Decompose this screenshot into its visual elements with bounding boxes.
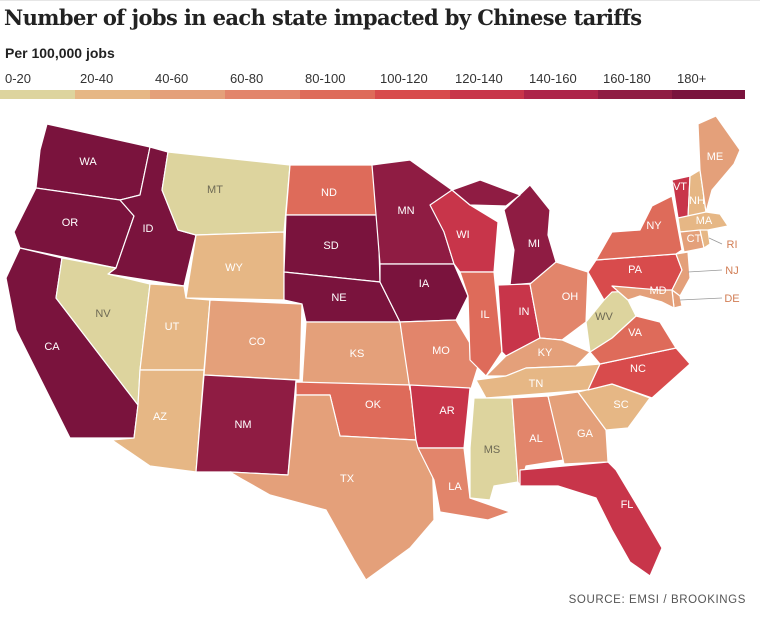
state-label-ga: GA bbox=[577, 428, 594, 440]
state-label-va: VA bbox=[628, 327, 643, 339]
legend-item: 160-180 bbox=[598, 70, 672, 104]
legend-label: 0-20 bbox=[5, 71, 32, 86]
legend-item: 140-160 bbox=[524, 70, 598, 104]
state-label-ok: OK bbox=[365, 399, 382, 411]
legend-label: 20-40 bbox=[80, 71, 114, 86]
legend-label: 100-120 bbox=[380, 71, 428, 86]
state-label-nv: NV bbox=[95, 308, 111, 320]
state-label-nd: ND bbox=[321, 187, 337, 199]
leader-line-de bbox=[679, 297, 723, 301]
state-label-il: IL bbox=[480, 309, 489, 321]
state-label-de: DE bbox=[724, 293, 739, 305]
state-label-wa: WA bbox=[79, 156, 97, 168]
state-label-mt: MT bbox=[207, 184, 223, 196]
state-RI[interactable] bbox=[699, 229, 711, 249]
state-GA[interactable] bbox=[547, 391, 609, 465]
state-label-mn: MN bbox=[397, 205, 414, 217]
state-label-wv: WV bbox=[595, 311, 613, 323]
legend-swatch bbox=[150, 90, 225, 99]
map-subtitle: Per 100,000 jobs bbox=[5, 45, 115, 61]
legend-swatch bbox=[598, 90, 672, 99]
legend-item: 20-40 bbox=[75, 70, 150, 104]
state-label-nh: NH bbox=[689, 195, 705, 207]
state-MI-upper[interactable] bbox=[451, 179, 521, 207]
legend-item: 80-100 bbox=[300, 70, 375, 104]
legend-item: 100-120 bbox=[375, 70, 450, 104]
top-rule bbox=[0, 0, 760, 1]
state-label-pa: PA bbox=[628, 264, 643, 276]
state-label-ut: UT bbox=[165, 321, 180, 333]
state-label-az: AZ bbox=[153, 411, 167, 423]
state-label-sd: SD bbox=[323, 240, 338, 252]
state-label-vt: VT bbox=[673, 181, 687, 193]
leader-line-ri bbox=[708, 237, 723, 245]
state-label-in: IN bbox=[519, 306, 530, 318]
state-FL[interactable] bbox=[519, 461, 663, 577]
state-MT[interactable] bbox=[161, 151, 291, 236]
state-label-ma: MA bbox=[696, 215, 713, 227]
state-label-or: OR bbox=[62, 217, 79, 229]
legend-label: 160-180 bbox=[603, 71, 651, 86]
legend-label: 180+ bbox=[677, 71, 707, 86]
state-label-ms: MS bbox=[484, 444, 501, 456]
state-NY[interactable] bbox=[595, 195, 683, 261]
leader-line-nj bbox=[687, 269, 723, 273]
legend-item: 180+ bbox=[672, 70, 745, 104]
state-label-mi: MI bbox=[528, 238, 540, 250]
state-label-id: ID bbox=[143, 223, 154, 235]
legend-swatch bbox=[75, 90, 150, 99]
legend: 0-20 20-40 40-60 60-80 80-100 100-120 12… bbox=[0, 70, 745, 104]
state-label-co: CO bbox=[249, 336, 266, 348]
state-label-mo: MO bbox=[432, 345, 450, 357]
state-label-wy: WY bbox=[225, 262, 243, 274]
state-label-fl: FL bbox=[621, 499, 634, 511]
state-label-la: LA bbox=[448, 481, 462, 493]
legend-item: 120-140 bbox=[450, 70, 524, 104]
legend-label: 140-160 bbox=[529, 71, 577, 86]
state-label-al: AL bbox=[529, 433, 542, 445]
legend-swatch bbox=[225, 90, 300, 99]
state-LA[interactable] bbox=[417, 447, 511, 521]
state-label-nm: NM bbox=[234, 419, 251, 431]
state-label-ks: KS bbox=[350, 348, 365, 360]
state-ME[interactable] bbox=[697, 115, 741, 213]
us-map: WA OR CA ID NV MT WY UT AZ CO NM ND SD N… bbox=[5, 115, 741, 581]
legend-swatch bbox=[300, 90, 375, 99]
state-label-ky: KY bbox=[538, 347, 553, 359]
state-label-ar: AR bbox=[439, 405, 454, 417]
state-TN[interactable] bbox=[475, 363, 601, 399]
legend-swatch bbox=[524, 90, 598, 99]
state-label-ri: RI bbox=[727, 239, 738, 251]
state-label-nc: NC bbox=[630, 363, 646, 375]
map-title: Number of jobs in each state impacted by… bbox=[4, 5, 642, 30]
legend-label: 60-80 bbox=[230, 71, 264, 86]
legend-label: 120-140 bbox=[455, 71, 503, 86]
legend-swatch bbox=[0, 90, 75, 99]
state-label-wi: WI bbox=[456, 229, 469, 241]
state-TX[interactable] bbox=[229, 394, 435, 581]
state-CO[interactable] bbox=[203, 299, 303, 381]
state-label-ct: CT bbox=[687, 233, 702, 245]
state-MD[interactable] bbox=[611, 285, 675, 309]
state-label-ia: IA bbox=[419, 278, 430, 290]
state-label-ca: CA bbox=[44, 341, 60, 353]
state-label-sc: SC bbox=[613, 399, 628, 411]
state-label-nj: NJ bbox=[725, 265, 738, 277]
state-label-tx: TX bbox=[340, 473, 355, 485]
state-label-ne: NE bbox=[331, 292, 346, 304]
state-label-oh: OH bbox=[562, 291, 579, 303]
legend-item: 0-20 bbox=[0, 70, 75, 104]
source-note: SOURCE: EMSI / BROOKINGS bbox=[568, 594, 746, 606]
legend-item: 60-80 bbox=[225, 70, 300, 104]
legend-swatch bbox=[672, 90, 745, 99]
state-label-tn: TN bbox=[529, 378, 544, 390]
state-label-ny: NY bbox=[646, 220, 662, 232]
legend-swatch bbox=[450, 90, 524, 99]
legend-label: 40-60 bbox=[155, 71, 189, 86]
legend-swatch bbox=[375, 90, 450, 99]
legend-label: 80-100 bbox=[305, 71, 346, 86]
state-label-md: MD bbox=[649, 285, 666, 297]
state-label-me: ME bbox=[707, 151, 724, 163]
legend-item: 40-60 bbox=[150, 70, 225, 104]
